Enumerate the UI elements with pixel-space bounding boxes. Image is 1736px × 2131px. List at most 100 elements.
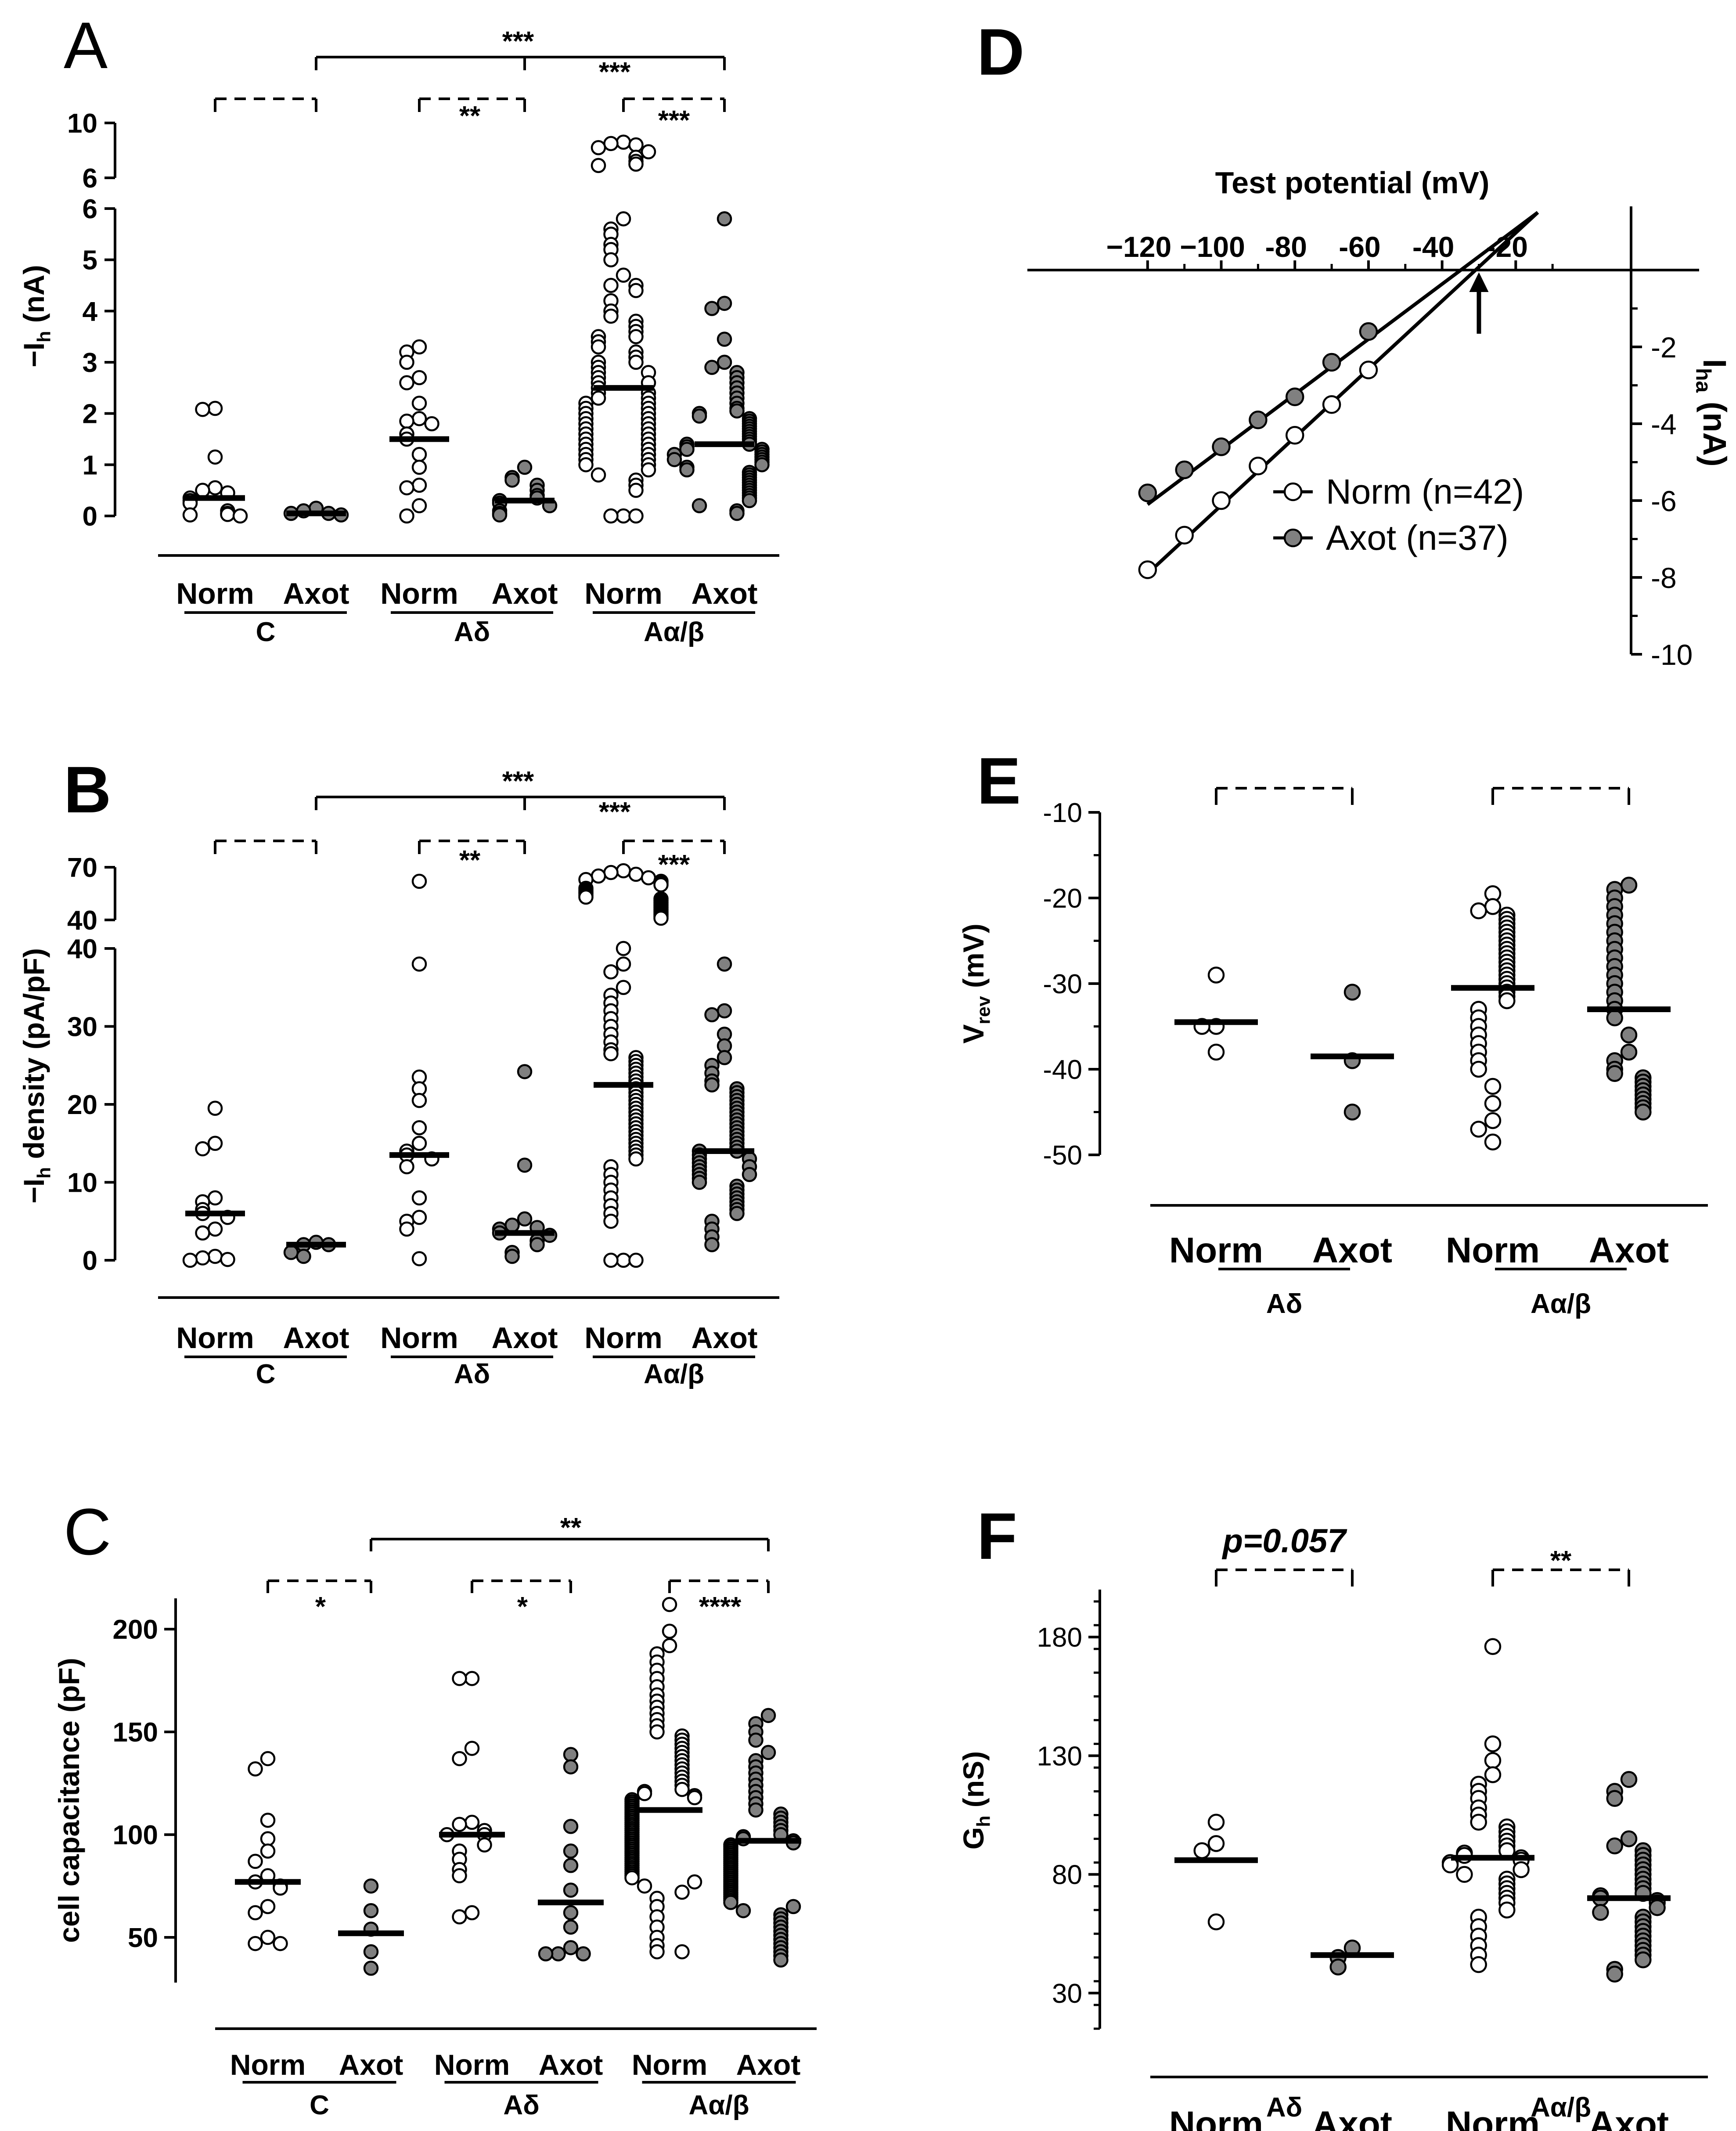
data-point [517,1064,533,1079]
legend-label: Axot (n=37) [1326,518,1509,557]
y-tick-label: 30 [67,1012,97,1042]
data-point [1175,526,1194,544]
data-point [717,354,732,370]
data-point [411,447,427,462]
data-point [1606,1790,1623,1807]
data-point [220,507,235,522]
panel-letter: A [64,8,108,82]
data-point [603,278,619,293]
data-point [1635,1103,1652,1121]
data-point [452,1868,467,1883]
data-point [452,1909,467,1925]
y-tick-label: -8 [1651,562,1677,594]
data-point [411,459,427,475]
data-point [551,1946,566,1962]
data-point [785,1899,801,1915]
data-point [662,1597,677,1612]
data-point [563,1919,579,1935]
data-point [411,370,427,386]
data-point [452,1817,467,1832]
data-point [517,1211,533,1227]
condition-label: Axot [491,577,558,610]
data-point [603,308,619,324]
y-axis-label-main: −I [18,1179,50,1204]
y-tick-label: 0 [83,1246,97,1276]
data-point [628,329,644,344]
data-point [504,472,520,488]
y-axis-label-sub: ha [1692,368,1715,393]
condition-label: Axot [1589,2104,1669,2131]
group-label: C [256,1359,276,1389]
data-point [260,1751,276,1767]
data-point [603,508,619,524]
y-tick-label: -20 [1043,883,1082,914]
data-point [576,1946,591,1962]
data-point [616,134,631,150]
data-point [662,1623,677,1639]
reversal-arrow-head [1469,272,1489,292]
group-label: Aα/β [644,1359,704,1389]
data-point [692,1175,707,1190]
panel-letter: B [64,753,111,826]
data-point [452,1671,467,1686]
data-point [1207,1835,1225,1852]
data-point [1470,1121,1487,1138]
data-point [248,1905,263,1921]
data-point [260,1929,276,1945]
data-point [538,1946,554,1962]
data-point [603,1046,619,1061]
y-axis-label-sub: h [973,1816,994,1827]
data-point [653,877,669,893]
data-point [591,390,606,406]
data-point [723,1895,738,1910]
data-point [182,1252,198,1268]
data-point [578,457,594,472]
data-point [260,1831,276,1846]
y-tick-label: 6 [83,163,97,194]
data-point [563,1882,579,1898]
data-point [283,1245,299,1260]
data-point [578,889,594,905]
data-point [1606,1837,1623,1855]
data-point [591,140,606,155]
data-point [1484,898,1502,915]
y-tick-label: 10 [67,108,97,139]
data-point [399,1221,414,1237]
data-point [628,483,644,498]
data-point [742,1167,757,1182]
data-point [563,1843,579,1859]
data-point [704,1237,720,1252]
data-point [1343,984,1361,1001]
data-point [1175,460,1194,480]
group-label: Aδ [1266,2092,1302,2123]
data-point [207,1221,223,1237]
y-tick-label: 50 [128,1923,158,1953]
data-point [464,1741,480,1756]
data-point [628,283,644,298]
data-point [563,1819,579,1834]
data-point [207,480,223,496]
data-point [735,1903,751,1918]
group-label: Aα/β [644,617,704,647]
data-point [1343,1103,1361,1121]
data-point [1620,1026,1638,1044]
data-point [1207,1814,1225,1831]
y-tick-label: 180 [1037,1623,1082,1653]
panel-letter: C [64,1495,111,1569]
data-point [704,360,720,375]
y-axis-label-tail: (nA) [18,265,50,331]
data-point [411,1136,427,1151]
data-point [563,1905,579,1921]
data-point [1484,1766,1502,1783]
data-point [641,870,656,886]
y-axis-label-sub: h [34,1167,55,1179]
data-point [207,400,223,416]
data-point [363,1903,379,1918]
data-point [504,1248,520,1264]
y-tick-label: 150 [113,1717,158,1748]
data-point [1193,1842,1210,1859]
data-point [424,416,439,432]
data-point [616,956,631,972]
